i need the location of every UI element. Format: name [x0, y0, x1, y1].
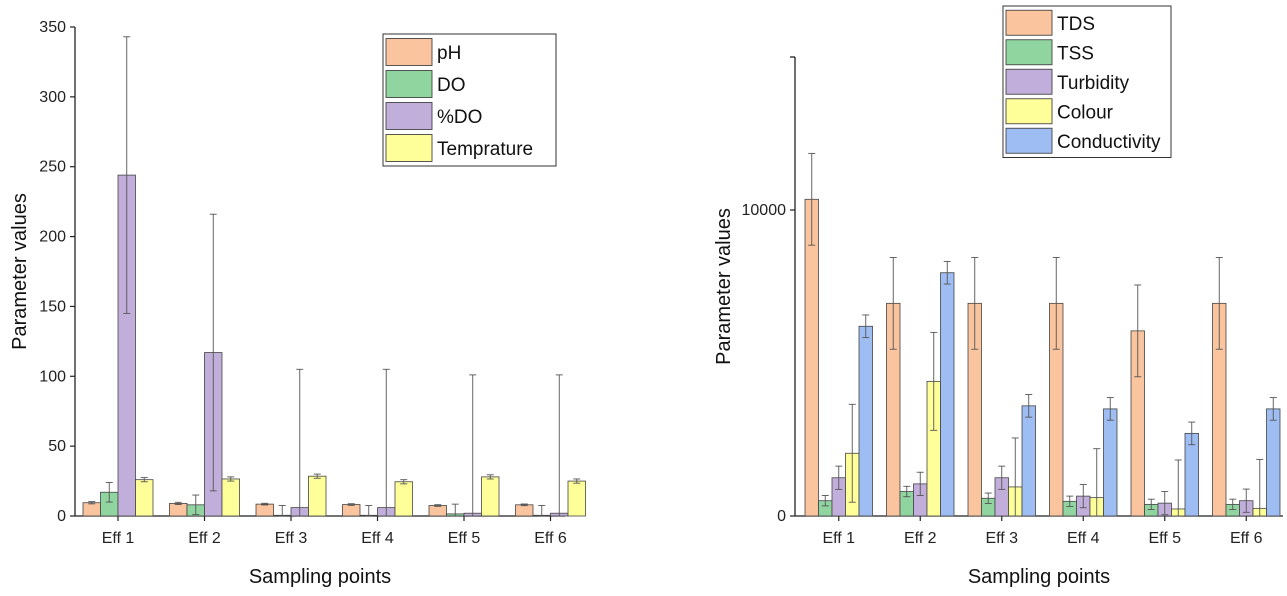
y-axis-title: Parameter values — [713, 208, 735, 365]
y-tick-label: 100 — [39, 368, 66, 385]
bar — [1103, 408, 1118, 517]
bar — [481, 476, 500, 517]
legend-swatch — [1005, 9, 1053, 36]
bar — [82, 502, 101, 517]
bar — [428, 505, 447, 517]
legend-label: Temprature — [437, 139, 533, 160]
y-tick-label: 50 — [48, 438, 66, 455]
x-tick-label: Eff 5 — [1148, 530, 1181, 547]
bar — [342, 504, 361, 517]
legend-label: TSS — [1057, 43, 1094, 64]
bar — [255, 503, 274, 517]
legend-swatch — [385, 38, 433, 66]
legend: pH DO %DO Temprature — [382, 33, 557, 167]
bar — [1184, 432, 1199, 517]
legend-label: TDS — [1057, 14, 1095, 35]
bar — [940, 272, 955, 517]
legend-label: DO — [437, 75, 466, 96]
legend-label: Conductivity — [1057, 132, 1161, 153]
bar — [804, 198, 819, 517]
y-tick-label: 0 — [57, 508, 66, 525]
legend-swatch — [385, 70, 433, 98]
legend-label: %DO — [437, 107, 482, 128]
x-tick-label: Eff 2 — [188, 530, 221, 547]
y-tick-label: 0 — [777, 508, 786, 525]
x-tick-label: Eff 6 — [534, 530, 567, 547]
bar — [1021, 405, 1036, 517]
x-tick-label: Eff 1 — [822, 530, 855, 547]
y-tick-label: 200 — [39, 229, 66, 246]
legend-label: Turbidity — [1057, 73, 1130, 94]
legend-label: Colour — [1057, 102, 1114, 123]
x-tick-label: Eff 3 — [275, 530, 308, 547]
legend: TDS TSS Turbidity Colour Conductivity — [1002, 5, 1172, 158]
x-tick-label: Eff 3 — [985, 530, 1018, 547]
x-tick-label: Eff 4 — [1067, 530, 1100, 547]
x-tick-label: Eff 6 — [1230, 530, 1263, 547]
y-tick-label: 350 — [39, 19, 66, 36]
legend-swatch — [1005, 39, 1053, 66]
y-tick-label: 150 — [39, 298, 66, 315]
bar — [135, 479, 154, 517]
bar — [169, 503, 188, 517]
x-tick-label: Eff 5 — [448, 530, 481, 547]
legend-swatch — [1005, 127, 1053, 154]
y-tick-label: 10000 — [742, 202, 787, 219]
bar — [858, 325, 873, 517]
legend-swatch — [1005, 68, 1053, 95]
legend-swatch — [385, 134, 433, 162]
legend-label: pH — [437, 43, 461, 64]
bar — [567, 480, 586, 517]
y-axis-title: Parameter values — [9, 193, 31, 350]
y-tick-label: 250 — [39, 159, 66, 176]
x-tick-label: Eff 2 — [904, 530, 937, 547]
bar — [1266, 408, 1281, 517]
bar — [394, 481, 413, 517]
bar — [221, 478, 240, 517]
chart-2: 0 10000 Eff 1 Eff 2 Eff 3 Eff 4 Eff 5 Eff 6 Samp… — [713, 5, 1283, 588]
chart-1: 0 50 100 150 200 250 300 350 Eff 1 Eff 2 Eff 3 Eff … — [9, 19, 586, 588]
x-axis-title: Sampling points — [249, 566, 391, 588]
bar — [515, 504, 534, 517]
legend-swatch — [385, 102, 433, 130]
x-tick-label: Eff 1 — [102, 530, 135, 547]
x-tick-label: Eff 4 — [361, 530, 394, 547]
x-axis-title: Sampling points — [968, 566, 1110, 588]
legend-swatch — [1005, 98, 1053, 125]
y-tick-label: 300 — [39, 89, 66, 106]
bar — [308, 475, 327, 517]
